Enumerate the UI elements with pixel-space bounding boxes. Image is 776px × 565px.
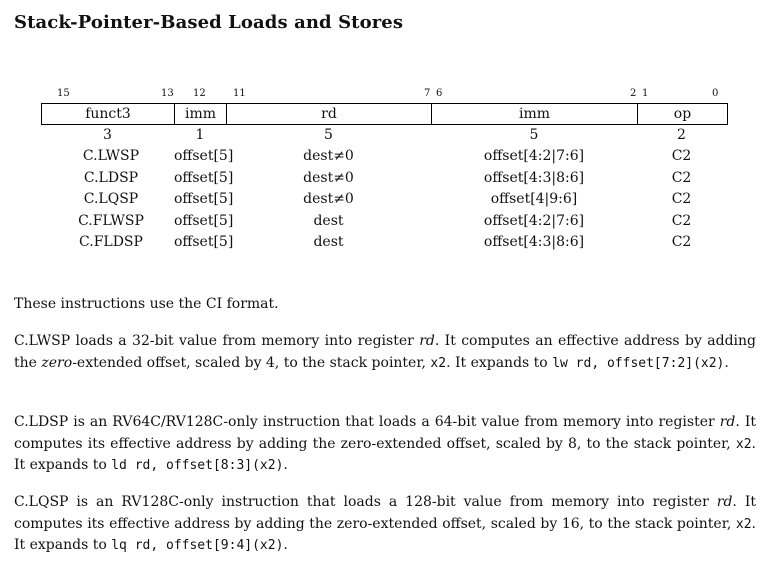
text: . It computes an effective address by ad…	[14, 333, 756, 371]
instruction-row: C.LWSP offset[5] dest≠0 offset[4:2|7:6] …	[41, 146, 728, 167]
text: .	[283, 537, 288, 553]
instr-name: C.FLDSP	[79, 234, 143, 250]
bit-number: 13	[161, 88, 174, 99]
instr-imm-low: offset[4:2|7:6]	[483, 213, 585, 229]
bit-number: 11	[233, 88, 246, 99]
text: C.LWSP loads a 32-bit value from memory …	[14, 333, 420, 349]
bit-number: 6	[436, 88, 443, 99]
instr-rd: dest≠0	[303, 170, 354, 186]
expansion-code: lw rd, offset[7:2](x2)	[552, 355, 725, 371]
instr-name: C.LWSP	[82, 148, 140, 164]
field-rd: rd	[227, 104, 432, 124]
field-widths-row: 3 1 5 5 2	[41, 125, 728, 146]
field-funct3: funct3	[42, 104, 175, 124]
paragraph-c-lwsp: C.LWSP loads a 32-bit value from memory …	[14, 331, 756, 374]
field-imm-high: imm	[175, 104, 227, 124]
instr-name: C.FLWSP	[78, 213, 144, 229]
field-imm-low: imm	[432, 104, 638, 124]
register-name: rd	[419, 333, 435, 349]
instruction-row: C.LQSP offset[5] dest≠0 offset[4|9:6] C2	[41, 189, 728, 210]
text: . It expands to	[446, 354, 553, 371]
bit-number: 7	[424, 88, 431, 99]
instruction-row: C.LDSP offset[5] dest≠0 offset[4:3|8:6] …	[41, 168, 728, 189]
text: .	[283, 457, 288, 473]
bit-number: 12	[193, 88, 206, 99]
instr-rd: dest	[313, 234, 344, 250]
text: . It expands to	[14, 515, 756, 554]
register-code: x2	[735, 516, 752, 532]
register-name: rd	[716, 494, 733, 510]
text: . It expands to	[14, 435, 756, 474]
text: .	[724, 354, 729, 371]
bit-number: 1	[642, 88, 649, 99]
instr-imm-high: offset[5]	[174, 148, 234, 164]
register-code: x2	[430, 355, 447, 371]
instr-imm-low: offset[4:3|8:6]	[483, 234, 585, 250]
instr-imm-high: offset[5]	[174, 170, 234, 186]
emphasis: zero	[41, 354, 73, 371]
expansion-code: ld rd, offset[8:3](x2)	[111, 458, 284, 473]
bit-number: 0	[712, 88, 719, 99]
paragraph-ci-format: These instructions use the CI format.	[14, 296, 279, 312]
field-op: op	[673, 106, 692, 122]
instr-imm-low: offset[4:3|8:6]	[483, 170, 585, 186]
width-imm-high: 1	[195, 127, 205, 143]
register-code: x2	[735, 436, 752, 452]
instr-op: C2	[671, 234, 692, 250]
instr-name: C.LDSP	[83, 170, 139, 186]
width-imm-low: 5	[529, 127, 539, 143]
instr-name: C.LQSP	[83, 191, 139, 207]
bit-number: 2	[630, 88, 637, 99]
instruction-row: C.FLWSP offset[5] dest offset[4:2|7:6] C…	[41, 211, 728, 232]
text: -extended offset, scaled by 4, to the st…	[72, 354, 431, 371]
instr-imm-high: offset[5]	[174, 234, 234, 250]
register-name: rd	[719, 414, 736, 430]
instr-imm-high: offset[5]	[174, 191, 234, 207]
encoding-fields: funct3 imm rd imm op	[41, 103, 728, 125]
instruction-row: C.FLDSP offset[5] dest offset[4:3|8:6] C…	[41, 232, 728, 253]
text: C.LDSP is an RV64C/RV128C-only instructi…	[14, 414, 720, 430]
instr-rd: dest	[313, 213, 344, 229]
instr-imm-high: offset[5]	[174, 213, 234, 229]
section-title: Stack-Pointer-Based Loads and Stores	[14, 12, 404, 33]
instr-imm-low: offset[4|9:6]	[490, 191, 578, 207]
width-rd: 5	[324, 127, 333, 143]
instr-op: C2	[671, 170, 692, 186]
instr-imm-low: offset[4:2|7:6]	[483, 148, 585, 164]
text: . It computes its effective address by a…	[14, 414, 756, 452]
paragraph-c-ldsp: C.LDSP is an RV64C/RV128C-only instructi…	[14, 412, 756, 477]
bit-number: 15	[57, 88, 70, 99]
instr-op: C2	[671, 191, 692, 207]
instr-rd: dest≠0	[303, 191, 354, 207]
instr-op: C2	[671, 213, 692, 229]
text: C.LQSP is an RV128C-only instruction tha…	[14, 494, 717, 510]
instr-rd: dest≠0	[303, 148, 354, 164]
paragraph-c-lqsp: C.LQSP is an RV128C-only instruction tha…	[14, 492, 756, 557]
text: . It computes its effective address by a…	[14, 494, 756, 532]
width-op: 2	[677, 127, 686, 143]
width-funct3: 3	[103, 127, 112, 143]
instr-op: C2	[671, 148, 692, 164]
expansion-code: lq rd, offset[9:4](x2)	[111, 538, 284, 553]
